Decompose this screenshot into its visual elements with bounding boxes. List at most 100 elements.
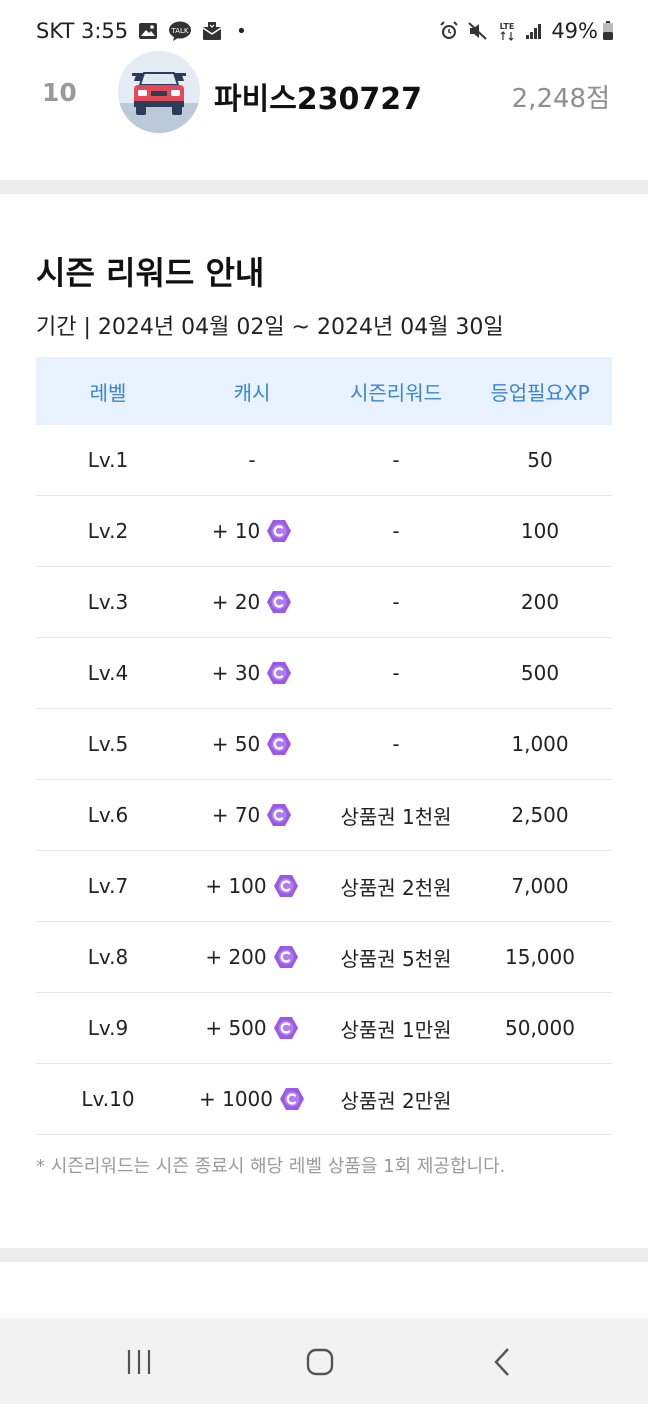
back-icon[interactable]	[482, 1342, 522, 1382]
column-header-cash: 캐시	[233, 380, 271, 405]
column-header-level: 레벨	[89, 380, 127, 405]
cash-amount: + 1000	[198, 1087, 273, 1111]
required-xp-cell: 2,500	[511, 803, 569, 827]
cash-cell: + 100	[180, 873, 324, 899]
lte-icon: LTE	[497, 20, 517, 42]
level-cell: Lv.8	[87, 945, 129, 969]
level-cell: Lv.4	[87, 661, 129, 685]
table-row: Lv.10 + 1000 상품권 2만원	[36, 1064, 612, 1135]
reward-table: 레벨 캐시 시즌리워드 등업필요XP Lv.1- -50 Lv.2 + 10-100 L…	[36, 357, 612, 1135]
rank-number: 10	[42, 78, 77, 107]
signal-icon	[525, 22, 543, 40]
cash-cell: + 50	[180, 731, 324, 757]
table-row: Lv.9 + 500 상품권 1만원 50,000	[36, 993, 612, 1064]
user-score: 2,248점	[511, 84, 610, 114]
section-divider	[0, 1248, 648, 1262]
table-row: Lv.1 - - 50	[36, 425, 612, 496]
required-xp-cell: 500	[520, 661, 560, 685]
cash-amount: + 30	[211, 661, 261, 685]
season-reward-cell: 상품권 1만원	[340, 1017, 452, 1042]
cash-amount: + 100	[205, 874, 267, 898]
level-cell: Lv.6	[87, 803, 129, 827]
cash-coin-icon	[266, 802, 292, 828]
cash-cell: -	[180, 448, 324, 472]
level-cell: Lv.10	[81, 1087, 135, 1111]
svg-text:LTE: LTE	[500, 22, 515, 31]
cash-cell: + 20	[180, 589, 324, 615]
table-row: Lv.3 + 20 - 200	[36, 567, 612, 638]
table-row: Lv.5 + 50 - 1,000	[36, 709, 612, 780]
notification-dot: •	[236, 20, 247, 42]
season-reward-cell: 상품권 1천원	[340, 804, 452, 829]
season-reward-cell: -	[392, 519, 400, 543]
status-left: SKT 3:55 TALK •	[36, 17, 247, 45]
cash-coin-icon	[266, 660, 292, 686]
cash-amount: + 200	[205, 945, 267, 969]
car-icon	[118, 51, 200, 133]
column-header-reward: 시즌리워드	[350, 380, 442, 405]
cash-cell: + 200	[180, 944, 324, 970]
kakaotalk-icon: TALK	[168, 21, 192, 41]
level-cell: Lv.1	[87, 448, 129, 472]
table-row: Lv.7 + 100 상품권 2천원 7,000	[36, 851, 612, 922]
cash-amount: + 20	[211, 590, 261, 614]
level-cell: Lv.2	[87, 519, 129, 543]
season-reward-cell: -	[392, 448, 400, 472]
required-xp-cell: 1,000	[511, 732, 569, 756]
season-reward-cell: 상품권 5천원	[340, 946, 452, 971]
cash-coin-icon	[273, 873, 299, 899]
table-header: 레벨 캐시 시즌리워드 등업필요XP	[36, 357, 612, 425]
navigation-bar	[0, 1318, 648, 1404]
mute-icon	[467, 21, 489, 41]
required-xp-cell: 7,000	[511, 874, 569, 898]
cash-amount: + 10	[211, 519, 261, 543]
mail-icon	[202, 21, 222, 41]
required-xp-cell: 15,000	[505, 945, 575, 969]
recent-apps-icon[interactable]	[119, 1342, 159, 1382]
alarm-icon	[439, 21, 459, 41]
required-xp-cell: 100	[520, 519, 560, 543]
required-xp-cell: 200	[520, 590, 560, 614]
table-row: Lv.8 + 200 상품권 5천원 15,000	[36, 922, 612, 993]
cash-coin-icon	[273, 944, 299, 970]
battery-level: 49%	[551, 19, 598, 43]
svg-text:TALK: TALK	[171, 27, 189, 35]
cash-coin-icon	[273, 1015, 299, 1041]
cash-cell: + 500	[180, 1015, 324, 1041]
cash-cell: + 70	[180, 802, 324, 828]
cash-coin-icon	[266, 589, 292, 615]
season-reward-cell: -	[392, 661, 400, 685]
cash-amount: + 70	[211, 803, 261, 827]
season-reward-cell: -	[392, 590, 400, 614]
table-row: Lv.6 + 70 상품권 1천원 2,500	[36, 780, 612, 851]
battery-icon	[602, 21, 614, 41]
level-cell: Lv.9	[87, 1016, 129, 1040]
cash-amount: + 50	[211, 732, 261, 756]
cash-cell: + 30	[180, 660, 324, 686]
season-reward-cell: 상품권 2만원	[340, 1088, 452, 1113]
cash-coin-icon	[279, 1086, 305, 1112]
column-header-xp: 등업필요XP	[490, 380, 590, 405]
ranking-entry[interactable]: 10 파비스230727 2,248점	[0, 48, 648, 180]
status-bar: SKT 3:55 TALK • LTE 49%	[0, 0, 648, 48]
cash-amount: + 500	[205, 1016, 267, 1040]
season-reward-cell: -	[392, 732, 400, 756]
table-body: Lv.1 - - 50 Lv.2 + 10 - 100 Lv.3 + 20 - 200 Lv.4 + 30…	[36, 425, 612, 1135]
required-xp-cell: 50,000	[505, 1016, 575, 1040]
level-cell: Lv.3	[87, 590, 129, 614]
carrier-time: SKT 3:55	[36, 19, 129, 43]
cash-amount: -	[248, 448, 256, 472]
footnote: * 시즌리워드는 시즌 종료시 해당 레벨 상품을 1회 제공합니다.	[36, 1156, 506, 1177]
table-row: Lv.2 + 10 - 100	[36, 496, 612, 567]
cash-coin-icon	[266, 731, 292, 757]
section-divider	[0, 180, 648, 194]
avatar	[118, 51, 200, 133]
user-nickname: 파비스230727	[214, 82, 423, 117]
status-right: LTE 49%	[439, 17, 614, 45]
home-icon[interactable]	[300, 1342, 340, 1382]
gallery-icon	[138, 22, 158, 40]
cash-cell: + 10	[180, 518, 324, 544]
season-period: 기간 | 2024년 04월 02일 ~ 2024년 04월 30일	[36, 315, 504, 340]
cash-coin-icon	[266, 518, 292, 544]
table-row: Lv.4 + 30 - 500	[36, 638, 612, 709]
